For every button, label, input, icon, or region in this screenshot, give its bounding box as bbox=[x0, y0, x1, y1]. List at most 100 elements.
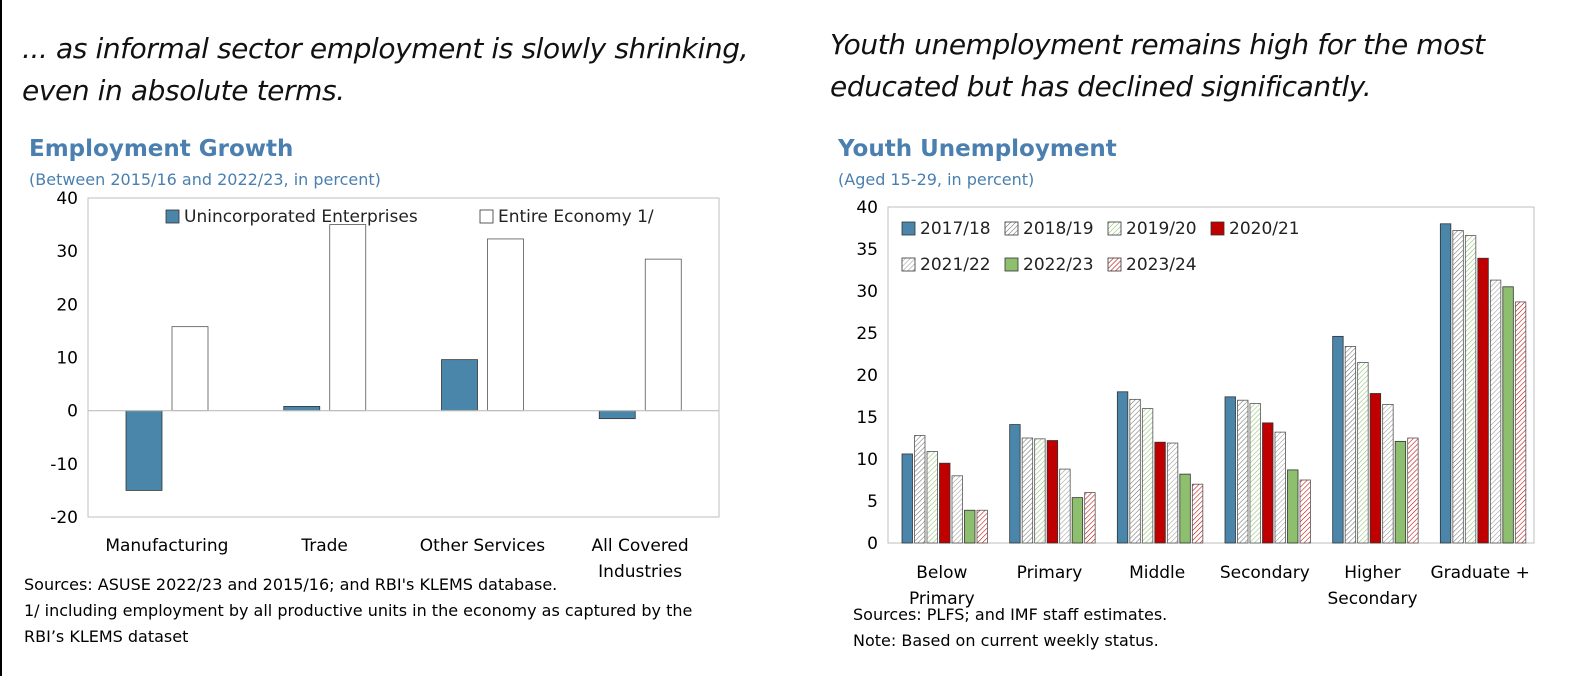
left-ytick-label: 40 bbox=[56, 189, 78, 209]
right-bar-2021-22-middle bbox=[1166, 442, 1179, 544]
right-bar-2022-23-higher-secondary bbox=[1394, 440, 1407, 544]
left-category-label: Industries bbox=[598, 562, 682, 582]
right-category-label: Middle bbox=[1129, 563, 1185, 583]
page-left-rule bbox=[0, 0, 2, 676]
right-legend-swatch-2023-24 bbox=[1107, 257, 1122, 272]
right-bar-2022-23-primary bbox=[1071, 497, 1084, 544]
right-bar-2017-18-graduate bbox=[1439, 223, 1452, 544]
youth-unemployment-subtitle: (Aged 15-29, in percent) bbox=[838, 170, 1035, 189]
right-bar-2020-21-higher-secondary bbox=[1369, 393, 1382, 544]
left-category-label: Other Services bbox=[420, 536, 546, 556]
employment-growth-panel: ... as informal sector employment is slo… bbox=[0, 0, 790, 676]
left-ytick-label: -10 bbox=[50, 455, 78, 475]
employment-growth-subtitle: (Between 2015/16 and 2022/23, in percent… bbox=[29, 170, 381, 189]
left-headline-line2: even in absolute terms. bbox=[22, 74, 345, 107]
right-legend-label-2018-19: 2018/19 bbox=[1023, 219, 1094, 239]
right-bar-2017-18-secondary bbox=[1224, 396, 1236, 544]
right-bar-2019-20-secondary bbox=[1249, 403, 1261, 544]
right-bar-2020-21-primary bbox=[1046, 440, 1059, 544]
right-bar-2020-21-graduate bbox=[1477, 257, 1489, 544]
right-ytick-label: 35 bbox=[856, 240, 878, 260]
youth-unemployment-panel: Youth unemployment remains high for the … bbox=[810, 0, 1593, 676]
right-bar-2018-19-graduate bbox=[1452, 230, 1464, 544]
right-ytick-label: 5 bbox=[867, 492, 878, 512]
left-ytick-label: 0 bbox=[67, 402, 78, 422]
left-bar-unincorporated-enterprises-other-services bbox=[441, 359, 478, 412]
right-legend-label-2020-21: 2020/21 bbox=[1229, 219, 1300, 239]
left-note-sources: Sources: ASUSE 2022/23 and 2015/16; and … bbox=[24, 575, 558, 594]
right-ytick-label: 20 bbox=[856, 366, 878, 386]
right-bar-2021-22-graduate bbox=[1489, 279, 1502, 544]
left-bar-entire-economy-1-other-services bbox=[487, 238, 524, 412]
right-ytick-label: 40 bbox=[856, 198, 878, 218]
left-legend-label-entire-economy-1: Entire Economy 1/ bbox=[498, 207, 654, 227]
right-bar-2017-18-below-primary bbox=[901, 453, 913, 544]
right-bar-2018-19-below-primary bbox=[914, 435, 926, 544]
right-bar-2022-23-middle bbox=[1179, 473, 1191, 544]
right-bar-2018-19-higher-secondary bbox=[1344, 346, 1357, 544]
right-bar-2022-23-secondary bbox=[1287, 469, 1299, 544]
right-legend-label-2023-24: 2023/24 bbox=[1126, 255, 1197, 275]
right-legend-label-2022-23: 2022/23 bbox=[1023, 255, 1094, 275]
right-bar-2023-24-middle bbox=[1191, 483, 1204, 544]
right-legend-swatch-2022-23 bbox=[1004, 257, 1019, 272]
right-legend-swatch-2019-20 bbox=[1107, 221, 1122, 236]
right-bar-2020-21-middle bbox=[1154, 441, 1166, 544]
right-bar-2021-22-higher-secondary bbox=[1382, 403, 1394, 544]
left-note-1-line2: RBI’s KLEMS dataset bbox=[24, 627, 189, 646]
right-legend-label-2019-20: 2019/20 bbox=[1126, 219, 1197, 239]
left-bar-unincorporated-enterprises-manufacturing bbox=[125, 410, 163, 491]
right-bar-2017-18-higher-secondary bbox=[1332, 335, 1344, 544]
left-bar-unincorporated-enterprises-trade bbox=[283, 406, 321, 412]
right-legend-swatch-2020-21 bbox=[1210, 221, 1225, 236]
employment-growth-title: Employment Growth bbox=[29, 136, 294, 162]
left-ytick-label: 20 bbox=[56, 295, 78, 315]
right-headline-line1: Youth unemployment remains high for the … bbox=[830, 28, 1485, 61]
right-category-label: Graduate + bbox=[1430, 563, 1529, 583]
youth-unemployment-chart: 40 35 30 25 20 15 10 5 0 Below Primary Primary Middl… bbox=[856, 198, 1535, 609]
right-legend-swatch-2017-18 bbox=[901, 221, 916, 236]
right-bar-2017-18-primary bbox=[1009, 424, 1021, 544]
right-bar-2023-24-secondary bbox=[1299, 479, 1311, 544]
right-category-label: Primary bbox=[909, 589, 975, 609]
right-legend-label-2021-22: 2021/22 bbox=[920, 255, 991, 275]
right-bar-2019-20-higher-secondary bbox=[1357, 361, 1369, 544]
right-bar-2022-23-graduate bbox=[1502, 286, 1514, 544]
right-bar-2018-19-primary bbox=[1021, 437, 1034, 544]
right-bar-2023-24-higher-secondary bbox=[1407, 437, 1419, 544]
right-ytick-label: 25 bbox=[856, 324, 878, 344]
left-category-label: Manufacturing bbox=[105, 536, 228, 556]
left-category-label: All Covered bbox=[592, 536, 689, 556]
left-ytick-label: 30 bbox=[56, 242, 78, 262]
right-category-label: Higher bbox=[1344, 563, 1401, 583]
right-bar-2021-22-primary bbox=[1059, 468, 1071, 544]
right-legend-label-2017-18: 2017/18 bbox=[920, 219, 991, 239]
right-bar-2018-19-middle bbox=[1129, 398, 1141, 544]
right-legend-swatch-2021-22 bbox=[901, 257, 916, 272]
left-category-label: Trade bbox=[300, 536, 348, 556]
left-bar-entire-economy-1-manufacturing bbox=[171, 326, 209, 412]
left-headline: ... as informal sector employment is slo… bbox=[22, 28, 749, 112]
left-legend-swatch-entire-economy-1 bbox=[479, 209, 494, 224]
right-plot-frame bbox=[887, 206, 1535, 544]
right-ytick-label: 0 bbox=[867, 534, 878, 554]
right-bar-2019-20-middle bbox=[1141, 408, 1154, 544]
employment-growth-chart: 40 30 20 10 0 -10 -20 Manufacturing Trade Other S… bbox=[50, 189, 720, 582]
left-legend-label-unincorporated-enterprises: Unincorporated Enterprises bbox=[184, 207, 418, 227]
right-bar-2021-22-below-primary bbox=[951, 475, 963, 544]
left-notes: Sources: ASUSE 2022/23 and 2015/16; and … bbox=[24, 572, 692, 650]
right-category-label: Secondary bbox=[1220, 563, 1310, 583]
right-bar-2021-22-secondary bbox=[1274, 431, 1286, 544]
right-category-label: Secondary bbox=[1327, 589, 1417, 609]
right-bar-2020-21-below-primary bbox=[939, 462, 951, 544]
right-bar-2019-20-graduate bbox=[1464, 235, 1477, 544]
right-headline: Youth unemployment remains high for the … bbox=[830, 24, 1485, 108]
right-bar-2022-23-below-primary bbox=[964, 509, 976, 544]
right-headline-line2: educated but has declined significantly. bbox=[830, 70, 1372, 103]
right-legend-swatch-2018-19 bbox=[1004, 221, 1019, 236]
right-ytick-label: 10 bbox=[856, 450, 878, 470]
right-note-sources: Sources: PLFS; and IMF staff estimates. bbox=[853, 605, 1168, 624]
left-ytick-label: 10 bbox=[56, 349, 78, 369]
youth-unemployment-title: Youth Unemployment bbox=[838, 136, 1117, 162]
left-bar-entire-economy-1-trade bbox=[329, 224, 367, 412]
